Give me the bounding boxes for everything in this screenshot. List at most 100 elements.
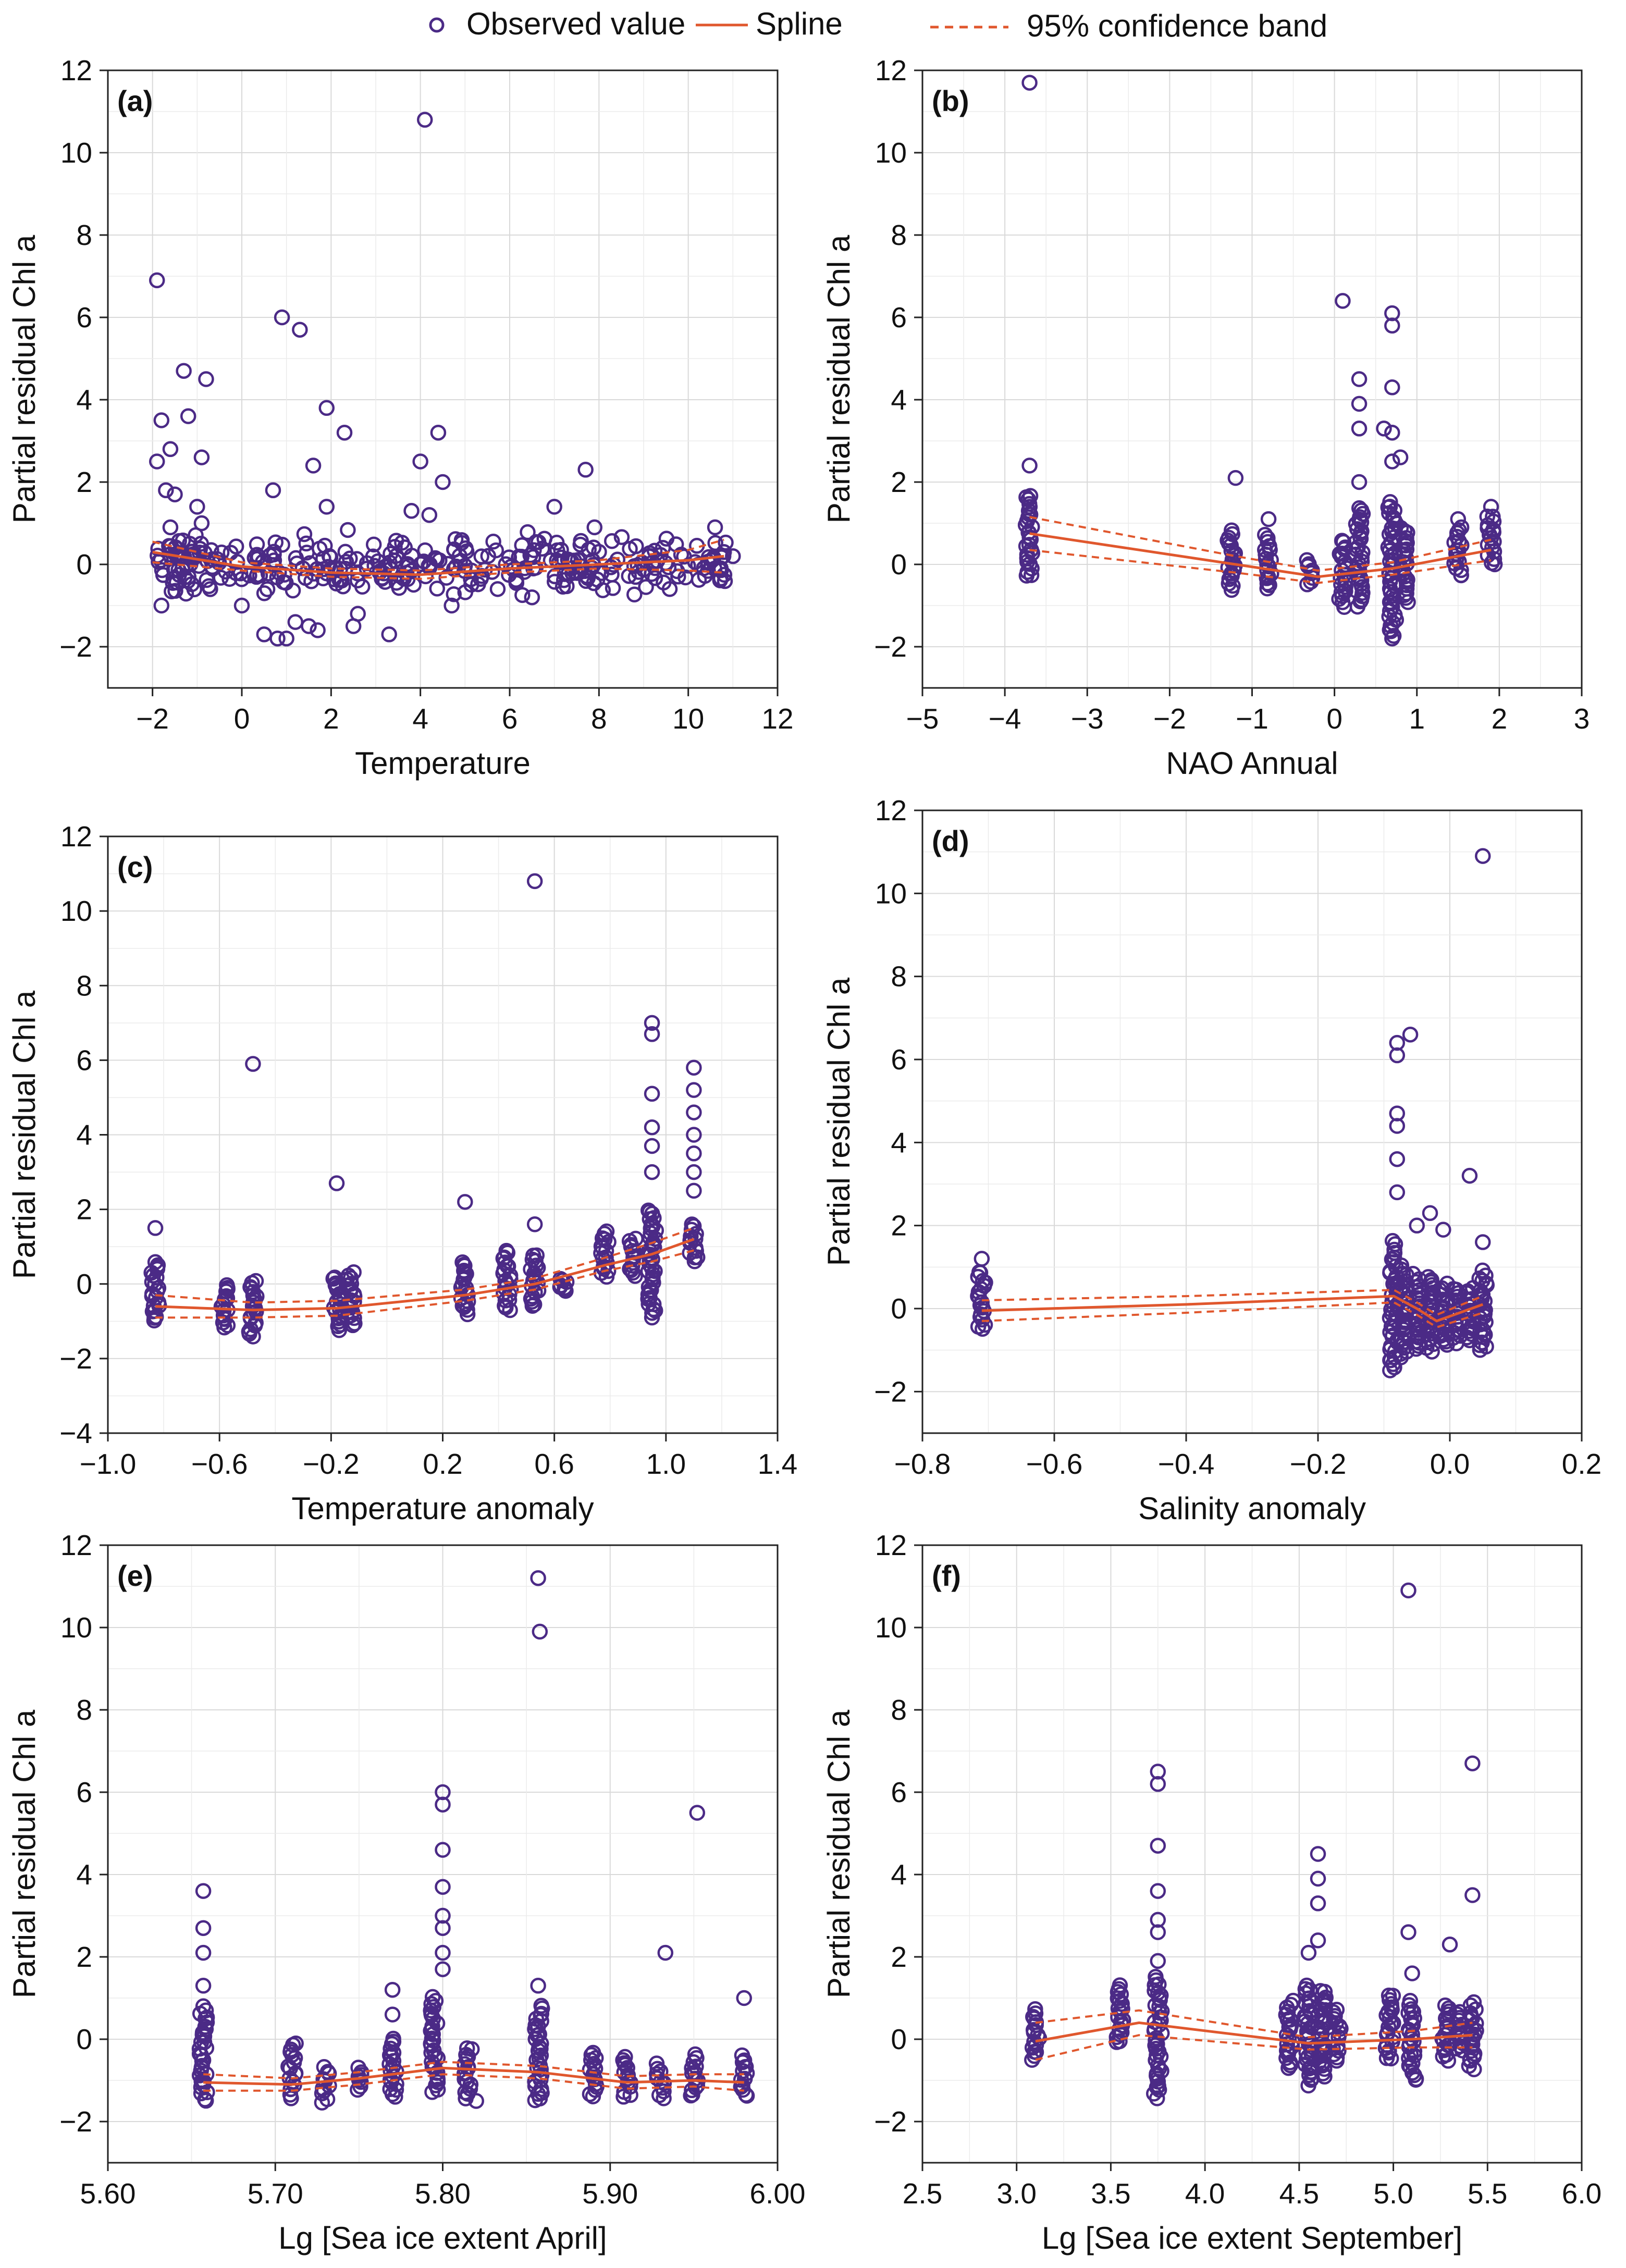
legend-observed-marker <box>429 17 445 33</box>
data-point <box>1351 396 1368 412</box>
data-point <box>359 561 375 577</box>
y-tick-label: −4 <box>59 1417 92 1449</box>
data-point <box>1261 577 1277 594</box>
data-point <box>718 534 734 551</box>
data-point <box>198 371 214 387</box>
y-axis-label: Partial residual Chl a <box>821 235 856 523</box>
data-point <box>195 1978 212 1994</box>
data-point <box>1405 1265 1421 1282</box>
y-tick-label: −2 <box>59 631 92 663</box>
y-tick-label: −2 <box>874 631 907 663</box>
data-point <box>158 482 174 499</box>
x-tick-label: 0.6 <box>534 1448 574 1480</box>
data-point <box>452 553 468 570</box>
data-point <box>591 544 607 560</box>
data-point <box>305 458 322 474</box>
x-axis-label: Temperature anomaly <box>291 1491 594 1526</box>
data-point <box>1384 424 1400 441</box>
y-tick-label: 8 <box>891 1694 907 1726</box>
data-point <box>266 552 282 569</box>
y-axis-label: Partial residual Chl a <box>821 977 856 1266</box>
confidence-band-lower <box>203 2073 744 2092</box>
confidence-band-upper <box>203 2061 744 2080</box>
data-point <box>153 412 170 428</box>
data-point <box>736 1990 752 2006</box>
data-point <box>424 1989 441 2005</box>
y-tick-label: 4 <box>76 384 92 416</box>
data-point <box>604 533 620 549</box>
data-point <box>661 581 678 597</box>
x-tick-label: 0.2 <box>1562 1448 1602 1480</box>
x-tick-label: −3 <box>1071 702 1104 735</box>
data-point <box>248 1273 264 1289</box>
data-point <box>1351 474 1368 490</box>
legend-spline-label: Spline <box>756 6 843 41</box>
data-point <box>350 606 366 622</box>
data-points <box>1017 75 1503 647</box>
data-point <box>1422 1205 1438 1222</box>
data-point <box>1027 2001 1043 2017</box>
panel-label: (e) <box>117 1559 153 1592</box>
data-point <box>193 515 210 532</box>
data-point <box>678 569 694 586</box>
data-point <box>195 1998 212 2015</box>
data-point <box>1392 1281 1409 1298</box>
data-point <box>1387 1236 1403 1252</box>
data-point <box>150 540 166 557</box>
data-point <box>1389 1184 1406 1201</box>
data-point <box>530 1570 546 1586</box>
x-tick-label: 3.0 <box>996 2177 1036 2210</box>
y-tick-label: 10 <box>60 895 92 927</box>
spline-line <box>152 550 724 576</box>
data-point <box>1451 522 1467 538</box>
data-point <box>195 1920 212 1936</box>
data-point <box>528 534 544 550</box>
x-tick-label: 1 <box>1409 702 1425 735</box>
data-point <box>458 540 474 557</box>
data-point <box>1300 1944 1317 1961</box>
data-point <box>644 1086 660 1102</box>
data-point <box>1224 522 1240 538</box>
x-tick-label: −5 <box>906 702 939 735</box>
x-tick-label: 1.0 <box>646 1448 686 1480</box>
x-axis-label: Lg [Sea ice extent April] <box>278 2221 607 2255</box>
y-tick-label: 6 <box>891 1043 907 1076</box>
x-tick-label: 5.90 <box>582 2177 638 2210</box>
data-point <box>421 507 438 523</box>
confidence-band-upper <box>981 1289 1484 1316</box>
data-point <box>1400 1582 1416 1599</box>
data-point <box>318 400 335 416</box>
data-point <box>1393 520 1409 536</box>
data-point <box>1483 499 1499 515</box>
data-point <box>336 424 353 441</box>
data-point <box>1479 508 1496 525</box>
y-axis-label: Partial residual Chl a <box>7 1709 42 1998</box>
data-point <box>398 564 415 581</box>
data-point <box>463 576 479 593</box>
data-point <box>285 582 301 599</box>
data-point <box>626 586 643 602</box>
data-point <box>1462 1997 1479 2014</box>
data-point <box>1381 1987 1397 2004</box>
data-point <box>176 363 192 379</box>
data-point <box>583 2047 600 2063</box>
x-tick-label: 5.80 <box>415 2177 471 2210</box>
x-tick-label: 3.5 <box>1091 2177 1130 2210</box>
data-point <box>697 568 713 584</box>
data-point <box>429 581 446 597</box>
data-point <box>153 597 170 614</box>
data-point <box>689 1805 706 1821</box>
x-axis-label: NAO Annual <box>1166 746 1338 781</box>
data-point <box>435 1796 451 1813</box>
data-point <box>1442 1937 1458 1953</box>
confidence-band-lower <box>1029 549 1492 584</box>
data-point <box>684 1216 700 1232</box>
data-point <box>532 1623 548 1640</box>
y-tick-label: 4 <box>76 1119 92 1151</box>
data-point <box>193 449 210 465</box>
data-point <box>526 873 543 890</box>
data-point <box>249 551 266 567</box>
data-point <box>686 1104 702 1120</box>
data-point <box>974 1251 990 1267</box>
